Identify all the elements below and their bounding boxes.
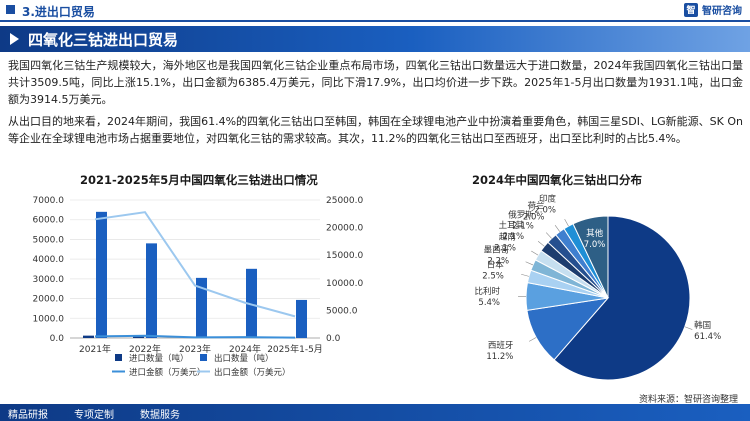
y-right-tick-label: 10000.0 <box>326 279 363 289</box>
slice-label: 荷兰 <box>528 201 545 212</box>
combo-chart-title: 2021-2025年5月中国四氧化三钴进出口情况 <box>80 173 318 187</box>
x-tick-label: 2025年1-5月 <box>267 343 323 355</box>
leader-line <box>684 326 693 330</box>
bar <box>296 299 307 338</box>
legend-label: 进口金额（万美元） <box>129 367 206 378</box>
slice-value: 11.2% <box>486 352 513 362</box>
x-tick-label: 2021年 <box>79 343 111 355</box>
legend-swatch <box>200 354 207 361</box>
x-tick-label: 2024年 <box>229 343 261 355</box>
y-left-tick-label: 1000.0 <box>33 314 65 324</box>
slice-value: 2.2% <box>488 256 510 266</box>
y-left-tick-label: 3000.0 <box>33 275 65 285</box>
source-note: 资料来源：智研咨询整理 <box>638 395 738 405</box>
series-line <box>94 211 296 318</box>
leader-line <box>521 273 529 277</box>
section-title: 3.进出口贸易 <box>22 5 95 19</box>
slice-value: 2.0% <box>534 205 556 215</box>
leader-line <box>537 241 545 247</box>
x-tick-label: 2023年 <box>179 343 211 355</box>
slice-label: 西班牙 <box>488 340 514 351</box>
y-left-tick-label: 4000.0 <box>33 255 65 265</box>
slice-label: 韩国 <box>694 320 711 331</box>
brand-name: 智研咨询 <box>702 6 742 17</box>
leader-line <box>528 337 537 342</box>
bar <box>196 277 207 338</box>
top-divider <box>0 20 750 22</box>
legend-label: 出口数量（吨） <box>214 353 274 364</box>
slice-value: 2.1% <box>503 232 525 242</box>
title-bar: 四氧化三钴进出口贸易 <box>0 26 750 52</box>
combo-chart: 0.0 1000.0 2000.0 3000.0 4000.0 5000.0 6000.0 7… <box>33 196 364 378</box>
y-right-tick-label: 15000.0 <box>326 251 363 261</box>
slice-label: 俄罗斯 <box>508 210 534 221</box>
bar <box>133 336 144 338</box>
y-right-tick-label: 5000.0 <box>326 306 358 316</box>
leader-line <box>554 225 561 232</box>
y-left-tick-label: 5000.0 <box>33 235 65 245</box>
pie-slice <box>572 215 609 299</box>
y-right-tick-label: 20000.0 <box>326 224 363 234</box>
bar <box>246 268 257 338</box>
legend-label: 出口金额（万美元） <box>214 367 291 378</box>
leader-line <box>525 261 534 266</box>
slice-label: 土耳其 <box>499 220 525 231</box>
y-left-tick-label: 7000.0 <box>33 196 65 206</box>
slice-label: 墨西哥 <box>484 245 510 255</box>
slice-value: 5.4% <box>478 298 500 308</box>
slice-value: 7.0% <box>584 240 606 250</box>
footer-item-custom[interactable]: 专项定制 <box>74 410 114 421</box>
legend-label: 进口数量（吨） <box>129 353 189 364</box>
bar <box>83 335 94 338</box>
bar <box>146 243 157 338</box>
leader-line <box>531 250 539 256</box>
brand-mark-icon: 智 <box>684 2 698 17</box>
y-left-tick-label: 2000.0 <box>33 295 65 305</box>
pie-chart-title: 2024年中国四氧化三钴出口分布 <box>472 173 643 187</box>
footer-item-reports[interactable]: 精品研报 <box>8 410 48 421</box>
y-left-tick-label: 0.0 <box>50 334 65 344</box>
y-left-tick-label: 6000.0 <box>33 216 65 226</box>
slice-label: 其他 <box>586 228 604 239</box>
slice-label: 比利时 <box>475 286 501 297</box>
page-title: 四氧化三钴进出口贸易 <box>28 31 179 49</box>
section-marker-icon <box>6 5 15 14</box>
pie-slice <box>553 215 691 381</box>
slice-value: 2.1% <box>512 222 534 232</box>
footer-item-data[interactable]: 数据服务 <box>140 410 180 421</box>
brand-logo: 智 智研咨询 <box>684 2 742 17</box>
leader-line <box>564 218 569 227</box>
bar <box>96 211 107 338</box>
slice-value: 2.1% <box>494 244 516 254</box>
x-tick-label: 2022年 <box>129 343 161 355</box>
bottom-bar: 精品研报 专项定制 数据服务 <box>0 404 750 421</box>
leader-line <box>545 232 552 239</box>
slice-value: 2.5% <box>482 272 504 282</box>
top-bar: 3.进出口贸易 智 智研咨询 <box>0 0 750 22</box>
slice-value: 2.0% <box>523 213 545 223</box>
y-right-tick-label: 25000.0 <box>326 196 363 206</box>
y-right-tick-label: 0.0 <box>326 334 341 344</box>
slice-label: 印度 <box>539 193 557 204</box>
title-arrow-icon <box>10 33 19 45</box>
slice-label: 日本 <box>487 260 505 271</box>
slice-label: 越南 <box>499 232 516 243</box>
series-line <box>94 334 296 339</box>
paragraph-1: 我国四氧化三钴生产规模较大，海外地区也是我国四氧化三钴企业重点布局市场，四氧化三… <box>8 59 743 106</box>
slice-value: 61.4% <box>694 332 721 342</box>
legend-swatch <box>115 354 122 361</box>
paragraph-2: 从出口目的地来看，2024年期间，我国61.4%的四氧化三钴出口至韩国，韩国在全… <box>8 115 743 145</box>
